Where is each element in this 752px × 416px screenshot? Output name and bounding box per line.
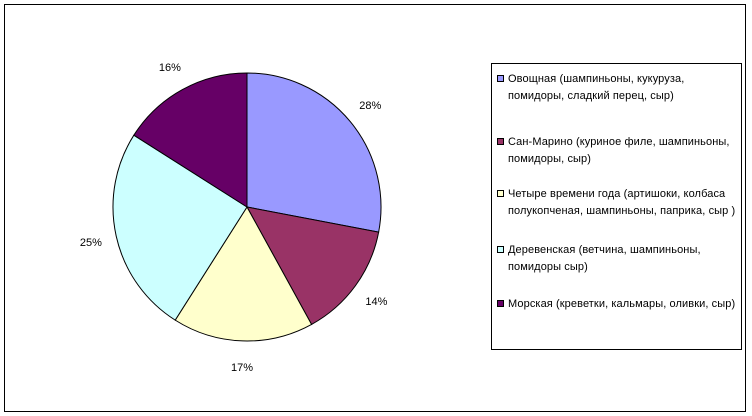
legend-label: Сан-Марино (куриное филе, шампиньоны, по… (508, 136, 730, 165)
legend-item-san-marino: Сан-Марино (куриное филе, шампиньоны, по… (496, 134, 736, 168)
legend-label: Овощная (шампиньоны, кукуруза, помидоры,… (508, 73, 685, 102)
slice-percent-label: 17% (231, 362, 253, 374)
slice-percent-label: 28% (359, 100, 381, 112)
pie-slice (246, 206, 380, 326)
slice-percent-label: 25% (80, 237, 102, 249)
legend-swatch (497, 246, 504, 253)
slice-percent-label: 14% (365, 296, 387, 308)
pie-slice (133, 72, 248, 208)
legend-item-ovoshchnaya: Овощная (шампиньоны, кукуруза, помидоры,… (496, 71, 736, 105)
legend-label: Морская (креветки, кальмары, оливки, сыр… (508, 298, 736, 310)
legend-swatch (497, 138, 504, 145)
legend-swatch (497, 75, 504, 82)
pie-slice (174, 206, 313, 342)
legend: Овощная (шампиньоны, кукуруза, помидоры,… (491, 63, 742, 350)
legend-swatch (497, 190, 504, 197)
legend-swatch (497, 300, 504, 307)
legend-item-morskaya: Морская (креветки, кальмары, оливки, сыр… (496, 296, 736, 313)
pie-slice (112, 134, 248, 321)
legend-label: Четыре времени года (артишоки, колбаса п… (508, 188, 736, 217)
legend-label: Деревенская (ветчина, шампиньоны, помидо… (508, 244, 701, 273)
legend-item-derevenskaya: Деревенская (ветчина, шампиньоны, помидо… (496, 242, 736, 276)
slice-percent-label: 16% (159, 62, 181, 74)
pie-slice (246, 72, 382, 233)
legend-item-chetyre-vremeni-goda: Четыре времени года (артишоки, колбаса п… (496, 186, 736, 220)
